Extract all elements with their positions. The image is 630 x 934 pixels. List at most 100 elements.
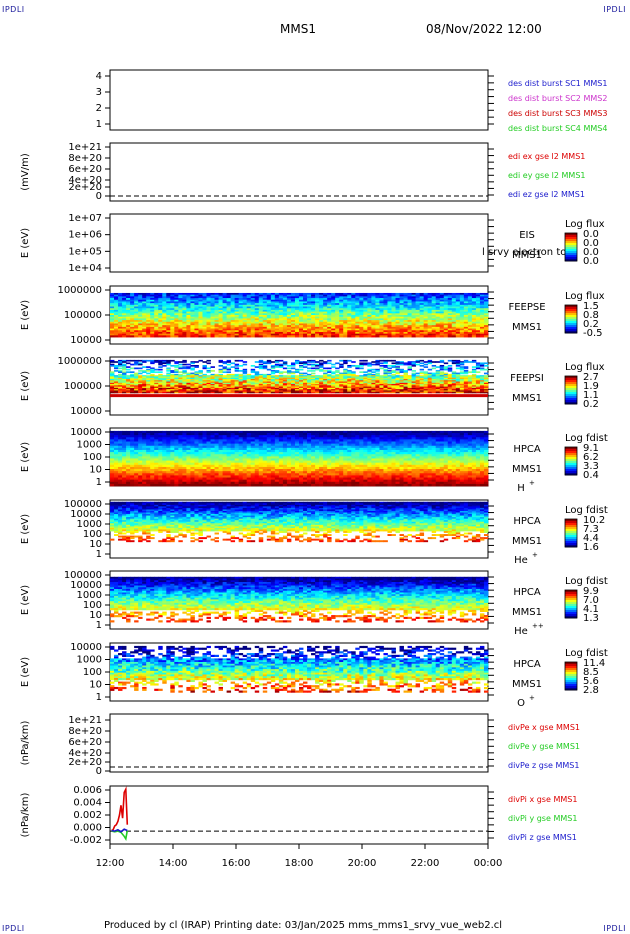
spectrogram-cell bbox=[142, 447, 147, 451]
spectrogram-cell bbox=[467, 323, 473, 326]
spectrogram-cell bbox=[278, 387, 284, 390]
spectrogram-cell bbox=[166, 443, 171, 447]
spectrogram-cell bbox=[303, 384, 308, 386]
spectrogram-cell bbox=[367, 377, 372, 380]
spectrogram-cell bbox=[166, 469, 171, 472]
spectrogram-cell bbox=[206, 294, 211, 297]
spectrogram-cell bbox=[222, 390, 228, 393]
spectrogram-cell bbox=[455, 361, 461, 363]
spectrogram-cell bbox=[118, 370, 123, 372]
spectrogram-cell bbox=[447, 385, 453, 387]
spectrogram-cell bbox=[118, 389, 123, 391]
spectrogram-cell bbox=[415, 318, 421, 321]
spectrogram-cell bbox=[455, 381, 461, 384]
spectrogram-cell bbox=[178, 294, 183, 297]
spectrogram-cell bbox=[455, 320, 461, 323]
spectrogram-cell bbox=[130, 469, 135, 472]
spectrogram-cell bbox=[307, 304, 312, 307]
spectrogram-cell bbox=[134, 385, 139, 387]
spectrogram-cell bbox=[262, 323, 268, 326]
spectrogram-cell bbox=[126, 362, 131, 365]
spectrogram-cell bbox=[146, 311, 151, 314]
spectrogram-cell bbox=[423, 381, 429, 384]
spectrogram-cell bbox=[170, 430, 175, 434]
spectrogram-cell bbox=[174, 384, 179, 386]
colorbar-swatch bbox=[565, 233, 577, 236]
spectrogram-cell bbox=[222, 389, 228, 391]
spectrogram-cell bbox=[190, 306, 195, 309]
spectrogram-cell bbox=[483, 311, 489, 314]
spectrogram-cell bbox=[471, 316, 477, 319]
spectrogram-cell bbox=[431, 361, 437, 363]
spectrogram-cell bbox=[234, 311, 240, 314]
spectrogram-cell bbox=[435, 308, 441, 311]
spectrogram-cell bbox=[210, 309, 215, 313]
spectrogram-cell bbox=[431, 318, 437, 321]
spectrogram-cell bbox=[290, 306, 296, 309]
spectrogram-cell bbox=[459, 311, 465, 314]
spectrogram-cell bbox=[391, 380, 396, 382]
spectrogram-cell bbox=[178, 298, 183, 301]
spectrogram-cell bbox=[427, 299, 433, 302]
spectrogram-cell bbox=[447, 378, 453, 381]
spectrogram-cell bbox=[238, 294, 244, 297]
spectrogram-cell bbox=[186, 298, 191, 301]
spectrogram-cell bbox=[210, 323, 215, 326]
spectrogram-cell bbox=[234, 385, 240, 387]
spectrogram-cell bbox=[299, 385, 304, 387]
spectrogram-cell bbox=[375, 387, 380, 390]
spectrogram-cell bbox=[419, 313, 425, 316]
spectrogram-cell bbox=[483, 306, 489, 309]
spectrogram-cell bbox=[331, 298, 336, 301]
spectrogram-cell bbox=[226, 298, 232, 301]
spectrogram-cell bbox=[154, 479, 159, 483]
spectrogram-cell bbox=[391, 325, 396, 328]
spectrogram-cell bbox=[463, 366, 469, 368]
spectrogram-cell bbox=[319, 292, 324, 296]
spectrogram-cell bbox=[383, 294, 388, 297]
spectrogram-cell bbox=[359, 390, 364, 393]
spectrogram-cell bbox=[110, 433, 115, 436]
spectrogram-cell bbox=[327, 328, 332, 331]
spectrogram-cell bbox=[262, 294, 268, 297]
spectrogram-cell bbox=[142, 311, 147, 314]
spectrogram-cell bbox=[379, 320, 384, 323]
spectrogram-cell bbox=[166, 479, 171, 483]
spectrogram-cell bbox=[250, 292, 256, 296]
spectrogram-cell bbox=[479, 292, 485, 296]
spectrogram-cell bbox=[439, 335, 445, 338]
spectrogram-cell bbox=[222, 301, 228, 304]
spectrogram-cell bbox=[479, 362, 485, 365]
spectrogram-cell bbox=[274, 316, 280, 319]
spectrogram-cell bbox=[238, 315, 244, 318]
spectrogram-cell bbox=[371, 292, 376, 296]
spectrogram-cell bbox=[299, 303, 304, 306]
spectrogram-cell bbox=[299, 308, 304, 311]
spectrogram-cell bbox=[226, 301, 232, 304]
spectrogram-cell bbox=[182, 301, 187, 304]
spectrogram-cell bbox=[270, 315, 276, 318]
spectrogram-cell bbox=[327, 384, 332, 386]
spectrogram-cell bbox=[202, 330, 207, 333]
spectrogram-cell bbox=[202, 390, 207, 393]
spectrogram-cell bbox=[266, 303, 272, 306]
spectrogram-cell bbox=[427, 315, 433, 318]
spectrogram-cell bbox=[166, 370, 171, 372]
spectrogram-cell bbox=[411, 323, 417, 326]
spectrogram-cell bbox=[339, 321, 344, 324]
spectrogram-cell bbox=[467, 371, 473, 374]
spectrogram-cell bbox=[375, 309, 380, 313]
spectrogram-cell bbox=[347, 375, 352, 377]
spectrogram-cell bbox=[327, 320, 332, 323]
spectrogram-cell bbox=[130, 441, 135, 445]
spectrogram-cell bbox=[158, 454, 163, 457]
spectrogram-cell bbox=[395, 391, 400, 394]
spectrogram-cell bbox=[278, 304, 284, 307]
spectrogram-cell bbox=[403, 301, 408, 304]
spectrogram-cell bbox=[439, 296, 445, 299]
spectrogram-cell bbox=[294, 387, 300, 390]
spectrogram-cell bbox=[182, 452, 187, 455]
spectrogram-cell bbox=[230, 362, 236, 365]
spectrogram-cell bbox=[126, 449, 131, 453]
spectrogram-cell bbox=[371, 389, 376, 391]
